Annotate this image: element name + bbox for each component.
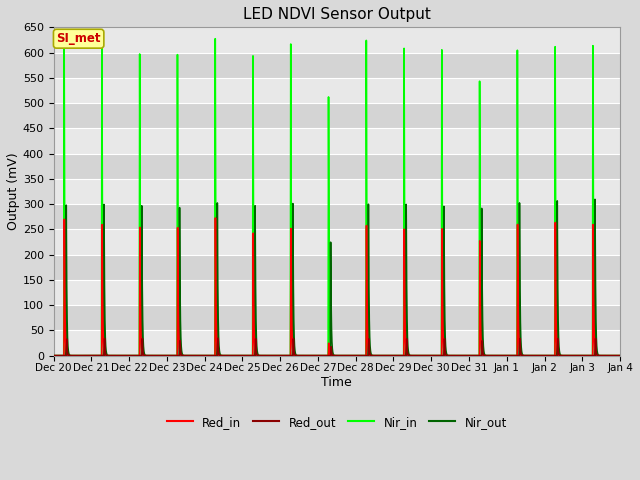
Bar	[54, 128, 620, 154]
Bar	[54, 280, 620, 305]
Bar	[54, 330, 620, 356]
Legend: Red_in, Red_out, Nir_in, Nir_out: Red_in, Red_out, Nir_in, Nir_out	[162, 411, 511, 433]
Text: SI_met: SI_met	[56, 32, 101, 45]
Bar	[54, 305, 620, 330]
Bar	[54, 254, 620, 280]
Y-axis label: Output (mV): Output (mV)	[7, 153, 20, 230]
Bar	[54, 154, 620, 179]
Bar	[54, 27, 620, 52]
X-axis label: Time: Time	[321, 376, 352, 389]
Bar	[54, 78, 620, 103]
Bar	[54, 103, 620, 128]
Bar	[54, 229, 620, 254]
Bar	[54, 204, 620, 229]
Title: LED NDVI Sensor Output: LED NDVI Sensor Output	[243, 7, 431, 22]
Bar	[54, 52, 620, 78]
Bar	[54, 179, 620, 204]
